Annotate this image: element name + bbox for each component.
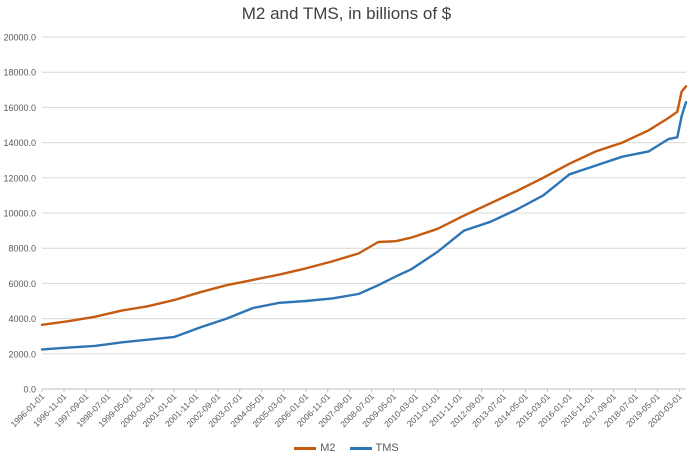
y-tick-label: 4000.0 [8, 314, 36, 324]
y-tick-label: 2000.0 [8, 349, 36, 359]
y-tick-label: 14000.0 [3, 138, 36, 148]
y-tick-label: 10000.0 [3, 209, 36, 219]
legend-item-tms: TMS [349, 442, 399, 454]
series-line-tms [40, 100, 688, 351]
legend-swatch-m2 [294, 446, 317, 450]
legend-swatch-tms [349, 446, 372, 450]
y-tick-label: 8000.0 [8, 244, 36, 254]
y-tick-label: 6000.0 [8, 279, 36, 289]
legend-label-tms: TMS [375, 442, 399, 454]
legend: M2 TMS [0, 442, 693, 454]
y-tick-label: 16000.0 [3, 103, 36, 113]
legend-item-m2: M2 [294, 442, 336, 454]
legend-label-m2: M2 [320, 442, 336, 454]
series-line-m2 [40, 85, 688, 326]
y-tick-label: 18000.0 [3, 68, 36, 78]
chart-title: M2 and TMS, in billions of $ [241, 4, 452, 23]
y-tick-label: 12000.0 [3, 173, 36, 183]
y-tick-label: 20000.0 [3, 33, 36, 43]
y-tick-label: 0.0 [23, 385, 36, 395]
